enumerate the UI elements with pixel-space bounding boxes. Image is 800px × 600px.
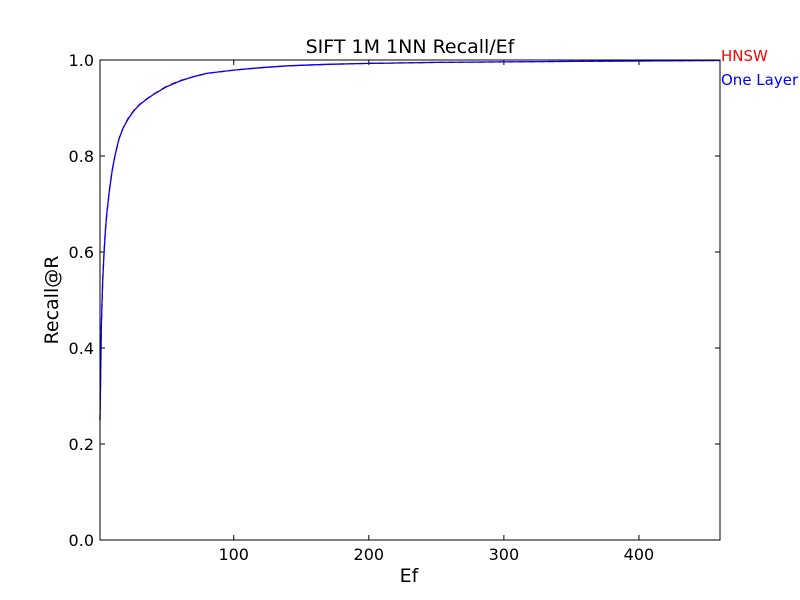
- series-line-one-layer: [99, 59, 721, 421]
- axis-ticks: 100 200 300 400 0.0 0.2 0.4 0.6 0.8 1.0: [69, 51, 720, 564]
- y-tick-label: 0.2: [69, 435, 94, 454]
- x-tick-label: 400: [624, 545, 655, 564]
- y-tick-label: 1.0: [69, 51, 94, 70]
- x-tick-label: 300: [489, 545, 520, 564]
- x-axis-label: Ef: [400, 565, 420, 587]
- y-tick-label: 0.0: [69, 531, 94, 550]
- x-tick-label: 200: [354, 545, 385, 564]
- chart-title: SIFT 1M 1NN Recall/Ef: [306, 36, 516, 58]
- legend-entry-one-layer: One Layer: [721, 71, 799, 89]
- x-tick-label: 100: [218, 545, 249, 564]
- series-lines: [99, 59, 721, 421]
- y-tick-label: 0.6: [69, 243, 94, 262]
- y-axis-label: Recall@R: [41, 256, 63, 345]
- legend-entry-hnsw: HNSW: [721, 47, 768, 65]
- plot-frame: [99, 59, 721, 541]
- y-tick-label: 0.4: [69, 339, 94, 358]
- y-tick-label: 0.8: [69, 147, 94, 166]
- legend: HNSW One Layer: [721, 47, 799, 89]
